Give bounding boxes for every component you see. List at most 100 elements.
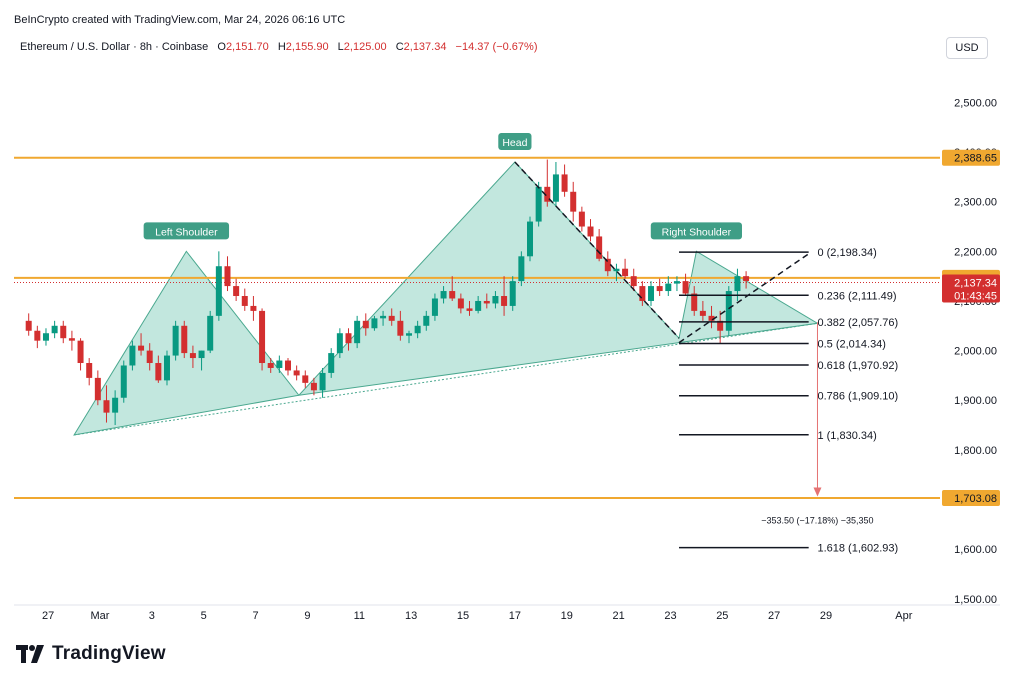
candle-body — [68, 338, 75, 341]
tradingview-logo-icon — [16, 645, 44, 663]
close-label: C — [395, 41, 404, 53]
candle-body — [639, 286, 646, 301]
price-tick-label: 2,300.00 — [954, 197, 997, 209]
date-tick-label: 5 — [201, 610, 207, 622]
candle-body — [648, 286, 655, 301]
candle-body — [691, 293, 698, 311]
price-tick-label: 1,800.00 — [954, 445, 997, 457]
candle-body — [527, 221, 534, 257]
candle-body — [198, 350, 205, 359]
candle-body — [734, 276, 741, 292]
candle-body — [284, 360, 291, 371]
date-tick-label: 11 — [354, 610, 365, 622]
candle-body — [103, 400, 110, 413]
candle-body — [475, 300, 482, 311]
candle-body — [319, 372, 326, 391]
candle-body — [328, 353, 335, 373]
level-tag-label: 1,703.08 — [954, 493, 997, 505]
candle-body — [259, 310, 266, 364]
fib-level-label: 0 (2,198.34) — [817, 247, 876, 259]
level-tag-label: 2,388.65 — [954, 153, 997, 165]
candle-body — [224, 266, 231, 287]
candle-body — [293, 370, 300, 376]
candle-body — [622, 268, 629, 277]
candle-body — [449, 291, 456, 299]
tradingview-brand[interactable]: TradingView — [16, 642, 166, 666]
pattern-label-box — [498, 133, 532, 151]
candle-body — [302, 375, 309, 383]
candle-body — [682, 281, 689, 294]
candle-body — [138, 345, 145, 351]
candle-body — [310, 382, 317, 391]
candle-body — [146, 350, 153, 364]
neckline — [73, 322, 818, 436]
open-value: 2,151.70 — [225, 41, 269, 53]
open-label: O — [217, 41, 226, 53]
date-tick-label: 3 — [149, 610, 155, 622]
candle-body — [336, 333, 343, 354]
candle-body — [380, 315, 387, 319]
candle-body — [267, 363, 274, 368]
level-tag — [942, 489, 1000, 506]
candle-body — [440, 291, 447, 299]
candle-body — [604, 258, 611, 272]
candle-body — [414, 325, 421, 334]
candle-body — [172, 325, 179, 356]
candle-body — [241, 296, 248, 306]
candle-body — [492, 296, 499, 304]
fib-level-label: 0.786 (1,909.10) — [817, 391, 898, 403]
candle-body — [613, 268, 620, 272]
candle-body — [233, 286, 240, 297]
date-tick-label: 7 — [253, 610, 259, 622]
candle-body — [518, 256, 525, 282]
last-price-label: 2,137.34 — [954, 277, 997, 289]
candle-body — [544, 186, 551, 202]
candle-body — [743, 276, 750, 282]
measure-label: −353.50 (−17.18%) −35,350 — [761, 515, 873, 525]
candle-body — [207, 315, 214, 351]
level-tag — [942, 149, 1000, 166]
candle-body — [457, 298, 464, 309]
fib-level-label: 0.5 (2,014.34) — [817, 338, 886, 350]
date-tick-label: 27 — [768, 610, 780, 622]
price-tick-label: 1,900.00 — [954, 395, 997, 407]
candle-body — [501, 296, 508, 306]
candle-body — [673, 281, 680, 284]
candle-body — [181, 325, 188, 354]
candle-body — [423, 315, 430, 326]
pattern-label: Right Shoulder — [662, 226, 732, 238]
candle-body — [431, 298, 438, 316]
fib-level-label: 1.618 (1,602.93) — [817, 543, 898, 555]
candle-body — [345, 333, 352, 344]
candle-body — [163, 355, 170, 381]
symbol-ohlc-legend: Ethereum / U.S. Dollar · 8h · Coinbase O… — [20, 41, 537, 53]
candle-body — [51, 325, 58, 334]
date-tick-label: 27 — [42, 610, 54, 622]
candle-body — [596, 236, 603, 259]
candle-body — [112, 397, 119, 413]
candle-body — [362, 320, 369, 329]
head-shoulders-pattern — [73, 161, 819, 436]
date-tick-label: 13 — [405, 610, 417, 622]
currency-button[interactable]: USD — [946, 37, 988, 59]
pattern-label: Head — [502, 137, 527, 149]
fib-level-label: 0.618 (1,970.92) — [817, 360, 898, 372]
candle-body — [86, 363, 93, 378]
low-label: L — [337, 41, 344, 53]
low-value: 2,125.00 — [343, 41, 387, 53]
candle-body — [405, 333, 412, 336]
high-label: H — [277, 41, 286, 53]
last-price-tag — [942, 274, 1000, 303]
date-tick-label: 21 — [612, 610, 624, 622]
candle-body — [371, 318, 378, 329]
symbol-name[interactable]: Ethereum / U.S. Dollar · 8h · Coinbase — [20, 41, 209, 53]
candle-body — [215, 266, 222, 316]
price-tick-label: 2,200.00 — [954, 246, 997, 258]
candle-body — [552, 174, 559, 202]
candle-body — [665, 283, 672, 292]
candle-body — [94, 377, 101, 401]
close-value: 2,137.34 — [403, 41, 447, 53]
candle-body — [77, 340, 84, 364]
candle-body — [578, 211, 585, 227]
